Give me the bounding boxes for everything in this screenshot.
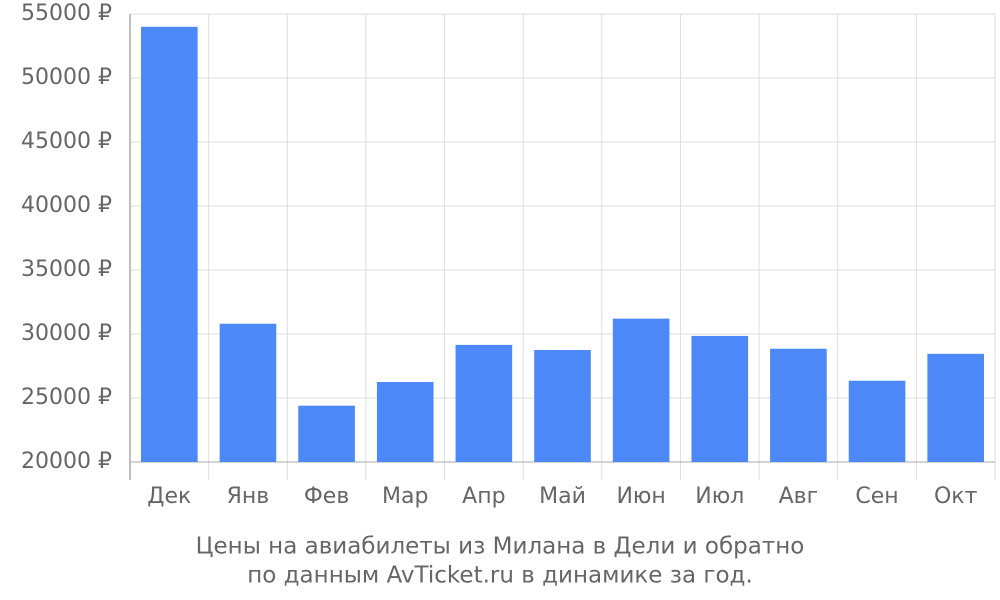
- y-tick-label: 35000 ₽: [21, 257, 112, 282]
- bar: [612, 318, 670, 462]
- bar: [534, 350, 591, 462]
- x-tick-label: Авг: [779, 484, 819, 509]
- y-tick-label: 25000 ₽: [21, 385, 112, 410]
- bar: [691, 335, 749, 462]
- x-tick-label: Июл: [695, 484, 744, 509]
- x-tick-label: Апр: [462, 484, 505, 509]
- x-tick-label: Окт: [934, 484, 978, 509]
- bar: [376, 382, 434, 462]
- bar: [455, 344, 513, 462]
- y-tick-label: 45000 ₽: [21, 129, 112, 154]
- x-tick-label: Сен: [855, 484, 898, 509]
- y-tick-label: 40000 ₽: [21, 193, 112, 218]
- bar: [927, 353, 984, 462]
- y-tick-label: 20000 ₽: [21, 449, 112, 474]
- chart-title: Цены на авиабилеты из Милана в Дели и об…: [196, 534, 805, 560]
- y-tick-label: 30000 ₽: [21, 321, 112, 346]
- x-tick-label: Мар: [382, 484, 428, 509]
- x-tick-label: Май: [539, 484, 586, 509]
- bar: [770, 348, 827, 462]
- y-tick-label: 55000 ₽: [21, 1, 112, 26]
- x-tick-label: Фев: [304, 484, 349, 509]
- x-tick-label: Июн: [616, 484, 665, 509]
- x-tick-label: Янв: [227, 484, 270, 509]
- bar: [141, 26, 198, 463]
- bar: [219, 323, 277, 462]
- bar: [848, 380, 906, 462]
- chart-subtitle: по данным AvTicket.ru в динамике за год.: [247, 563, 753, 589]
- y-tick-label: 50000 ₽: [21, 65, 112, 90]
- bar: [298, 405, 355, 462]
- x-tick-label: Дек: [147, 484, 191, 509]
